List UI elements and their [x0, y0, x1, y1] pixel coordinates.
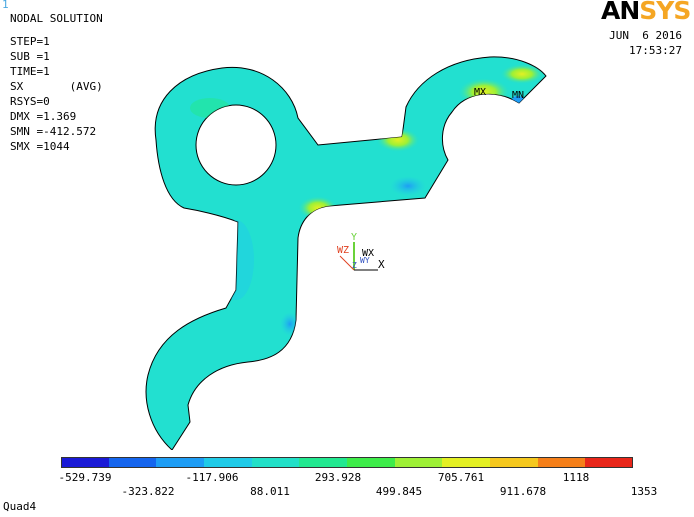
legend-top-label: -117.906 — [185, 471, 239, 484]
info-smx: SMX =1044 — [10, 140, 70, 153]
logo-part-an: AN — [601, 0, 640, 25]
triad-wz-label: WZ — [337, 245, 349, 256]
legend-color-segment — [442, 457, 491, 468]
legend-top-label: 1118 — [562, 471, 590, 484]
contour-legend-bar — [61, 457, 634, 468]
triad-wx-label: WX — [362, 248, 374, 259]
legend-bottom-label: -323.822 — [121, 485, 175, 498]
ansys-logo: ANSYS — [601, 0, 691, 25]
date-text: JUN 6 2016 — [609, 29, 682, 42]
legend-top-label: 293.928 — [314, 471, 362, 484]
info-rsys: RSYS=0 — [10, 95, 50, 108]
triad-wy-label: WY — [360, 256, 370, 265]
info-step: STEP=1 — [10, 35, 50, 48]
legend-color-segment — [108, 457, 157, 468]
info-dmx: DMX =1.369 — [10, 110, 77, 123]
max-marker: MX — [474, 87, 486, 98]
legend-color-segment — [394, 457, 443, 468]
coordinate-triad: Y X WZ WX WY Z — [337, 232, 385, 271]
logo-part-sys: SYS — [639, 0, 691, 25]
window-number: 1 — [2, 0, 9, 11]
info-sub: SUB =1 — [10, 50, 50, 63]
legend-color-segment — [585, 457, 634, 468]
legend-color-segment — [156, 457, 205, 468]
legend-color-segment — [537, 457, 586, 468]
legend-bottom-label: 1353 — [630, 485, 658, 498]
info-smn: SMN =-412.572 — [10, 125, 97, 138]
legend-color-segment — [61, 457, 110, 468]
info-result-item: SX (AVG) — [10, 80, 103, 93]
triad-y-label: Y — [351, 232, 357, 243]
legend-bottom-label: 88.011 — [250, 485, 290, 498]
legend-top-label: 705.761 — [437, 471, 485, 484]
legend-color-segment — [299, 457, 348, 468]
time-text: 17:53:27 — [629, 44, 682, 57]
legend-color-segment — [490, 457, 539, 468]
legend-bottom-label: 911.678 — [499, 485, 547, 498]
triad-x-label: X — [378, 258, 385, 271]
solution-info: NODAL SOLUTION STEP=1 SUB =1 TIME=1 SX (… — [10, 11, 103, 154]
legend-color-segment — [251, 457, 300, 468]
legend-top-label: -529.739 — [58, 471, 112, 484]
solution-title: NODAL SOLUTION — [10, 12, 103, 25]
legend-color-segment — [347, 457, 396, 468]
contour-legend-frame — [61, 457, 633, 468]
element-type-label: Quad4 — [3, 500, 37, 513]
stress-contour-plot[interactable]: MX MN Y X WZ WX WY Z — [0, 0, 694, 450]
timestamp: JUN 6 2016 17:53:27 — [609, 28, 682, 58]
info-time: TIME=1 — [10, 65, 50, 78]
legend-bottom-label: 499.845 — [375, 485, 423, 498]
triad-z-label: Z — [352, 261, 357, 270]
legend-color-segment — [204, 457, 253, 468]
min-marker: MN — [512, 90, 524, 101]
